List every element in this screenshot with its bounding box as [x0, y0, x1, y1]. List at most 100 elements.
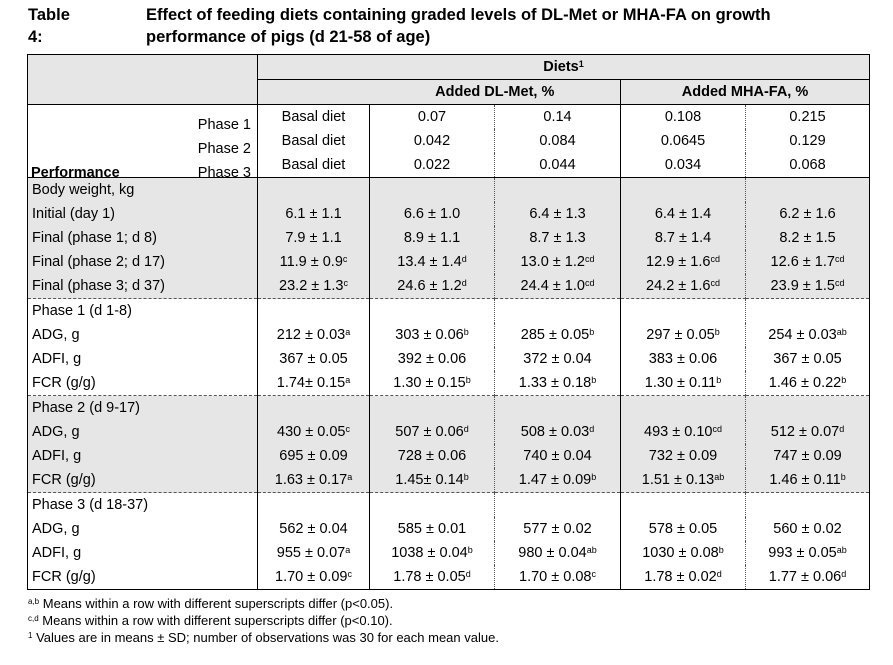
cell-value: 392 ± 0.06: [397, 351, 467, 367]
phase-cell: 0.108: [664, 109, 702, 125]
cell-superscript: d: [463, 424, 469, 434]
cell-value: 285 ± 0.05: [520, 327, 590, 343]
section-title-blank: [744, 395, 871, 420]
value-cell: 728 ± 0.06: [369, 444, 495, 468]
value-cell: 11.9 ± 0.9c: [257, 250, 370, 274]
value-cell: 1030 ± 0.08b: [620, 541, 746, 565]
cell-superscript: d: [465, 569, 471, 579]
cell-value: 1.47 ± 0.09: [518, 472, 592, 488]
value-cell: 383 ± 0.06: [620, 347, 746, 371]
value-cell: 367 ± 0.05: [744, 347, 871, 371]
cell-superscript: cd: [584, 278, 595, 288]
cell-superscript: a: [347, 472, 353, 482]
cell-superscript: b: [463, 472, 469, 482]
row-label: Initial (day 1): [27, 202, 258, 226]
cell-value: 8.7 ± 1.4: [654, 230, 712, 246]
section-title-blank: [369, 395, 495, 420]
cell-value: 372 ± 0.04: [523, 351, 592, 367]
data-row: ADG, g 212 ± 0.03a 303 ± 0.06b 285 ± 0.05b 2…: [27, 323, 871, 347]
value-cell: 8.7 ± 1.3: [494, 226, 621, 250]
cell-superscript: b: [716, 375, 722, 385]
data-row: FCR (g/g) 1.63 ± 0.17a 1.45± 0.14b 1.47 ± 0…: [27, 468, 871, 493]
phase-cell: Basal diet: [257, 104, 370, 129]
cell-value: 6.6 ± 1.0: [403, 206, 461, 222]
value-cell: 24.2 ± 1.6cd: [620, 274, 746, 299]
section-title-blank: [744, 298, 871, 323]
phase-cell: 0.042: [413, 133, 451, 149]
cell-superscript: cd: [834, 278, 845, 288]
cell-value: 993 ± 0.05: [768, 545, 837, 561]
section-title-blank: [744, 177, 871, 202]
cell-superscript: b: [463, 327, 469, 337]
cell-superscript: c: [347, 569, 352, 579]
value-cell: 1.70 ± 0.08c: [494, 565, 621, 590]
value-cell: 254 ± 0.03ab: [744, 323, 871, 347]
cell-superscript: b: [467, 545, 473, 555]
value-cell: 747 ± 0.09: [744, 444, 871, 468]
cell-value: 1.30 ± 0.11: [644, 375, 717, 391]
footnote-marker: 1: [28, 631, 33, 640]
footnote: a,b Means within a row with different su…: [28, 596, 393, 612]
data-row: ADFI, g 955 ± 0.07a 1038 ± 0.04b 980 ± 0.04…: [27, 541, 871, 565]
value-cell: 392 ± 0.06: [369, 347, 495, 371]
cell-value: 212 ± 0.03: [276, 327, 346, 343]
phase-row: Phase 2 Basal diet 0.042 0.084 0.0645 0.129: [27, 129, 871, 157]
value-cell: 1.78 ± 0.05d: [369, 565, 495, 590]
section-title-blank: [369, 298, 495, 323]
value-cell: 367 ± 0.05: [257, 347, 370, 371]
cell-value: 1.33 ± 0.18: [518, 375, 592, 391]
phase-cell: 0.215: [744, 104, 871, 129]
cell-value: 8.9 ± 1.1: [403, 230, 461, 246]
cell-value: 1.77 ± 0.06: [768, 569, 842, 585]
section-title-blank: [494, 492, 621, 517]
cell-superscript: c: [343, 278, 348, 288]
cell-superscript: cd: [712, 424, 722, 434]
section-title-blank: [620, 298, 746, 323]
value-cell: 24.6 ± 1.2d: [369, 274, 495, 299]
value-cell: 8.7 ± 1.4: [620, 226, 746, 250]
phase-cell: 0.068: [744, 153, 871, 178]
data-row: FCR (g/g) 1.74± 0.15a 1.30 ± 0.15b 1.33 ± 0…: [27, 371, 871, 396]
cell-value: 1.78 ± 0.05: [393, 569, 466, 585]
row-label: FCR (g/g): [27, 371, 258, 396]
value-cell: 1.46 ± 0.11b: [744, 468, 871, 493]
value-cell: 12.6 ± 1.7cd: [744, 250, 871, 274]
cell-value: 732 ± 0.09: [648, 448, 718, 464]
cell-value: 24.4 ± 1.0: [520, 278, 585, 294]
cell-value: 1.63 ± 0.17: [274, 472, 348, 488]
cell-superscript: cd: [584, 254, 595, 264]
table-label: Table 4:: [28, 6, 70, 46]
cell-value: 577 ± 0.02: [523, 521, 592, 537]
value-cell: 578 ± 0.05: [620, 517, 746, 541]
section-title: Body weight, kg: [27, 177, 258, 202]
phase-cell: 0.022: [369, 153, 495, 178]
cell-value: 1.51 ± 0.13: [641, 472, 715, 488]
phase-cell: 0.084: [494, 129, 621, 153]
section-title-blank: [257, 492, 370, 517]
section-title: Phase 3 (d 18-37): [27, 492, 258, 517]
value-cell: 1.51 ± 0.13ab: [620, 468, 746, 493]
cell-superscript: ab: [586, 545, 597, 555]
cell-value: 695 ± 0.09: [279, 448, 348, 464]
value-cell: 980 ± 0.04ab: [494, 541, 621, 565]
cell-value: 728 ± 0.06: [397, 448, 467, 464]
value-cell: 695 ± 0.09: [257, 444, 370, 468]
value-cell: 212 ± 0.03a: [257, 323, 370, 347]
value-cell: 303 ± 0.06b: [369, 323, 495, 347]
footnote-text: Means within a row with different supers…: [42, 613, 393, 628]
value-cell: 1.74± 0.15a: [257, 371, 370, 396]
cell-superscript: c: [591, 569, 596, 579]
cell-superscript: d: [839, 424, 845, 434]
value-cell: 6.4 ± 1.4: [620, 202, 746, 226]
data-row: ADG, g 562 ± 0.04 585 ± 0.01 577 ± 0.02 578 …: [27, 517, 871, 541]
phase-cell: Basal diet: [257, 153, 370, 178]
cell-value: 1030 ± 0.08: [642, 545, 719, 561]
value-cell: 1.70 ± 0.09c: [257, 565, 370, 590]
footnote: 1 Values are in means ± SD; number of ob…: [28, 630, 499, 646]
header-corner-2: [27, 79, 258, 105]
cell-superscript: d: [461, 254, 467, 264]
cell-value: 254 ± 0.03: [768, 327, 837, 343]
value-cell: 6.1 ± 1.1: [257, 202, 370, 226]
phase-label-cell: Performance Phase 3: [27, 153, 258, 181]
cell-value: 1038 ± 0.04: [391, 545, 468, 561]
